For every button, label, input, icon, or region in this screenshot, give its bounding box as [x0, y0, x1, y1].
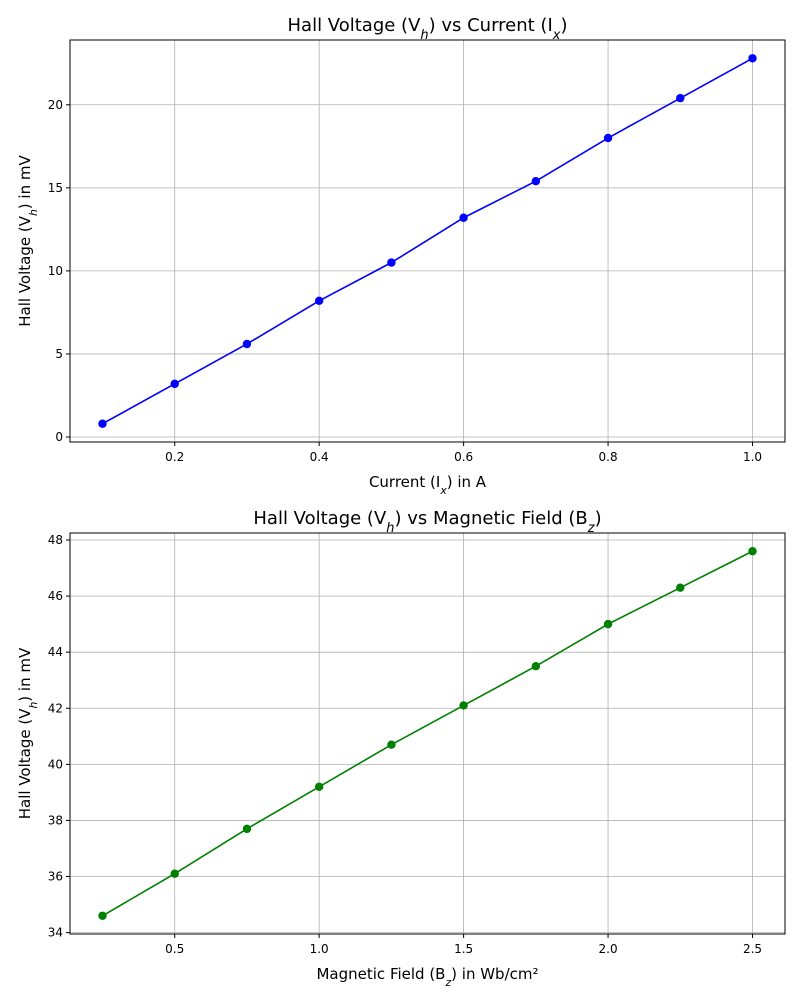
plot-frame [69, 39, 786, 443]
y-tick-label: 48 [48, 533, 63, 547]
data-point [170, 379, 179, 389]
data-point [676, 93, 685, 103]
y-tick-label: 46 [48, 589, 63, 603]
y-tick-label: 20 [48, 98, 63, 112]
chart-1: 0.2 0.4 0.6 0.8 1.0 0 5 10 15 20 Hall Voltage (Vh)… [16, 15, 786, 497]
data-point [459, 701, 468, 710]
y-tick-label: 15 [48, 181, 63, 195]
chart-title: Hall Voltage (Vh) vs Current (Ix) [288, 15, 568, 43]
x-tick-label: 2.5 [743, 942, 762, 956]
y-tick-label: 38 [48, 813, 63, 827]
data-point [170, 869, 179, 878]
y-tick-label: 42 [48, 701, 63, 715]
data-point [314, 782, 324, 791]
data-point [242, 339, 252, 349]
series-line [102, 57, 753, 425]
y-tick-label: 34 [48, 926, 63, 940]
data-point [531, 661, 541, 671]
x-tick-label: 1.0 [743, 450, 762, 464]
y-tick-label: 36 [48, 870, 63, 884]
data-point [387, 258, 396, 267]
x-tick-label: 1.0 [310, 942, 329, 956]
y-axis-label: Hall Voltage (Vh) in mV [16, 155, 40, 327]
data-point [603, 619, 613, 629]
y-tick-label: 5 [55, 347, 63, 361]
data-point [531, 176, 541, 186]
data-point [314, 296, 324, 306]
data-point [98, 911, 107, 920]
data-point [676, 583, 685, 592]
x-tick-label: 0.6 [454, 450, 473, 464]
x-axis-label: Current (Ix) in A [369, 473, 487, 497]
data-point [603, 133, 613, 143]
data-point [748, 54, 757, 63]
data-point [98, 419, 107, 428]
x-tick-label: 2.0 [599, 942, 618, 956]
x-tick-label: 0.4 [310, 450, 329, 464]
chart-title: Hall Voltage (Vh) vs Magnetic Field (Bz) [253, 508, 601, 536]
y-tick-label: 44 [48, 645, 63, 659]
data-point [242, 824, 252, 834]
y-tick-label: 40 [48, 757, 63, 771]
data-point [387, 740, 396, 749]
x-tick-label: 0.8 [599, 450, 618, 464]
data-point [748, 547, 757, 556]
y-axis-label: Hall Voltage (Vh) in mV [16, 647, 40, 819]
x-tick-label: 0.2 [165, 450, 184, 464]
data-point [459, 213, 468, 222]
y-tick-label: 0 [55, 430, 63, 444]
x-tick-label: 1.5 [454, 942, 473, 956]
y-tick-label: 10 [48, 264, 63, 278]
plot-frame [69, 532, 786, 935]
x-axis-label: Magnetic Field (Bz) in Wb/cm² [316, 965, 538, 989]
chart-2: 0.5 1.0 1.5 2.0 2.5 34 36 38 40 42 44 46 48 Hall Volt… [16, 508, 786, 989]
x-tick-label: 0.5 [165, 942, 184, 956]
series-line [102, 550, 753, 917]
